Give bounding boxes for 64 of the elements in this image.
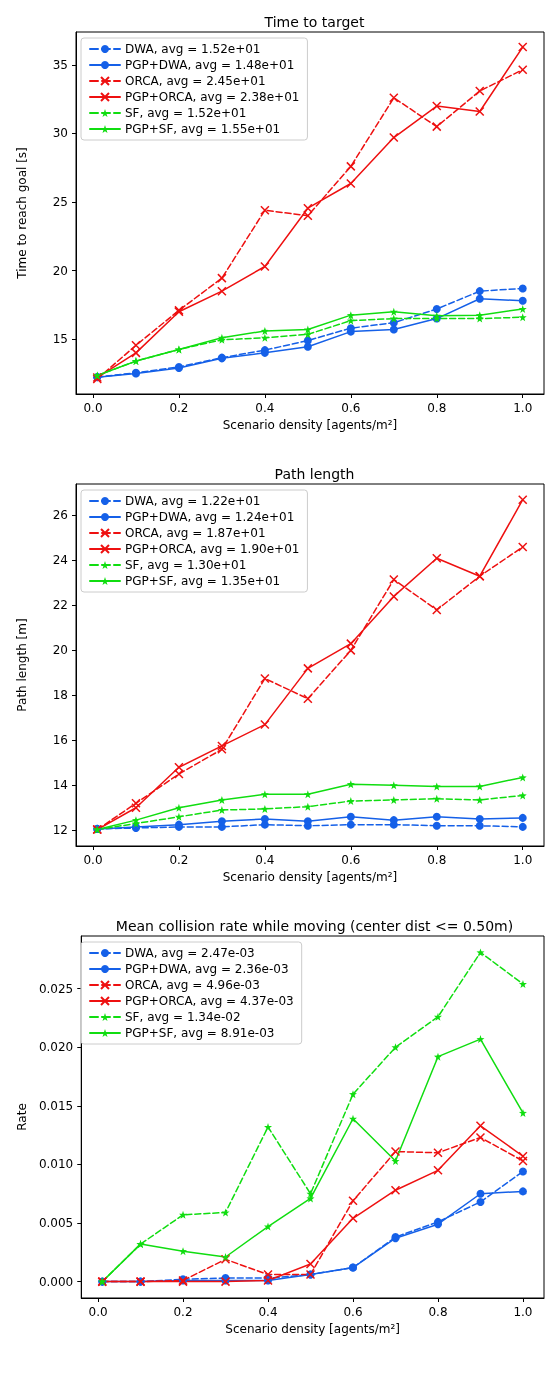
x-tick-label: 0.0 [83, 853, 103, 867]
x-tick-label: 0.2 [169, 401, 189, 415]
x-tick-label: 0.8 [428, 1305, 448, 1319]
y-axis-title: Path length [m] [15, 618, 29, 712]
legend-label: PGP+SF, avg = 8.91e-03 [125, 1026, 275, 1040]
y-tick-label: 0.005 [38, 1216, 74, 1231]
legend-label: SF, avg = 1.52e+01 [125, 106, 247, 120]
legend-label: PGP+ORCA, avg = 1.90e+01 [125, 542, 300, 556]
y-axis-title: Rate [15, 1103, 29, 1131]
x-tick-label: 0.2 [169, 853, 189, 867]
legend-label: DWA, avg = 1.52e+01 [125, 42, 261, 56]
x-tick-label: 0.8 [427, 853, 447, 867]
x-axis-title: Scenario density [agents/m²] [222, 417, 398, 432]
legend-label: SF, avg = 1.34e-02 [125, 1010, 241, 1024]
x-tick-label: 1.0 [513, 401, 533, 415]
legend-label: PGP+SF, avg = 1.35e+01 [125, 574, 281, 588]
legend-label: PGP+DWA, avg = 1.24e+01 [125, 510, 295, 524]
y-tick-label: 0.000 [38, 1274, 74, 1289]
y-tick-label: 24 [52, 553, 68, 568]
legend-label: SF, avg = 1.30e+01 [125, 558, 247, 572]
y-tick-label: 16 [52, 733, 68, 748]
y-tick-label: 0.025 [38, 981, 74, 996]
y-tick-label: 0.010 [38, 1157, 74, 1172]
x-tick-label: 1.0 [513, 853, 533, 867]
y-tick-label: 0.015 [38, 1098, 74, 1113]
legend-label: ORCA, avg = 4.96e-03 [125, 978, 260, 992]
legend-label: PGP+ORCA, avg = 4.37e-03 [125, 994, 294, 1008]
x-tick-label: 0.6 [341, 853, 361, 867]
legend-label: PGP+SF, avg = 1.55e+01 [125, 122, 281, 136]
y-tick-label: 22 [52, 598, 68, 613]
y-tick-label: 15 [52, 332, 68, 347]
x-tick-label: 0.2 [173, 1305, 193, 1319]
y-axis-title: Time to reach goal [s] [15, 147, 29, 280]
y-tick-label: 12 [52, 823, 68, 838]
legend-label: DWA, avg = 2.47e-03 [125, 946, 255, 960]
x-tick-label: 0.8 [427, 401, 447, 415]
chart-title: Path length [274, 466, 355, 482]
chart-title: Mean collision rate while moving (center dist <= 0.50m) [115, 918, 514, 934]
x-tick-label: 0.6 [343, 1305, 363, 1319]
y-tick-label: 20 [52, 643, 68, 658]
x-axis-title: Scenario density [agents/m²] [225, 1321, 400, 1336]
x-tick-label: 0.4 [255, 853, 275, 867]
legend-label: ORCA, avg = 1.87e+01 [125, 526, 266, 540]
legend-label: ORCA, avg = 2.45e+01 [125, 74, 266, 88]
legend-label: DWA, avg = 1.22e+01 [125, 494, 261, 508]
x-tick-label: 0.4 [258, 1305, 278, 1319]
x-tick-label: 0.4 [255, 401, 275, 415]
x-axis-title: Scenario density [agents/m²] [222, 869, 398, 884]
x-tick-label: 0.0 [83, 401, 103, 415]
legend-label: PGP+DWA, avg = 2.36e-03 [125, 962, 289, 976]
legend-label: PGP+ORCA, avg = 2.38e+01 [125, 90, 300, 104]
x-tick-label: 0.0 [88, 1305, 108, 1319]
legend-label: PGP+DWA, avg = 1.48e+01 [125, 58, 295, 72]
y-tick-label: 18 [52, 688, 68, 703]
y-tick-label: 26 [52, 508, 68, 523]
x-tick-label: 1.0 [513, 1305, 533, 1319]
y-tick-label: 35 [52, 57, 68, 72]
y-tick-label: 30 [52, 126, 68, 141]
y-tick-label: 14 [52, 778, 68, 793]
x-tick-label: 0.6 [341, 401, 361, 415]
y-tick-label: 20 [52, 263, 68, 278]
y-tick-label: 25 [52, 195, 68, 210]
y-tick-label: 0.020 [38, 1040, 74, 1055]
chart-title: Time to target [263, 14, 365, 30]
